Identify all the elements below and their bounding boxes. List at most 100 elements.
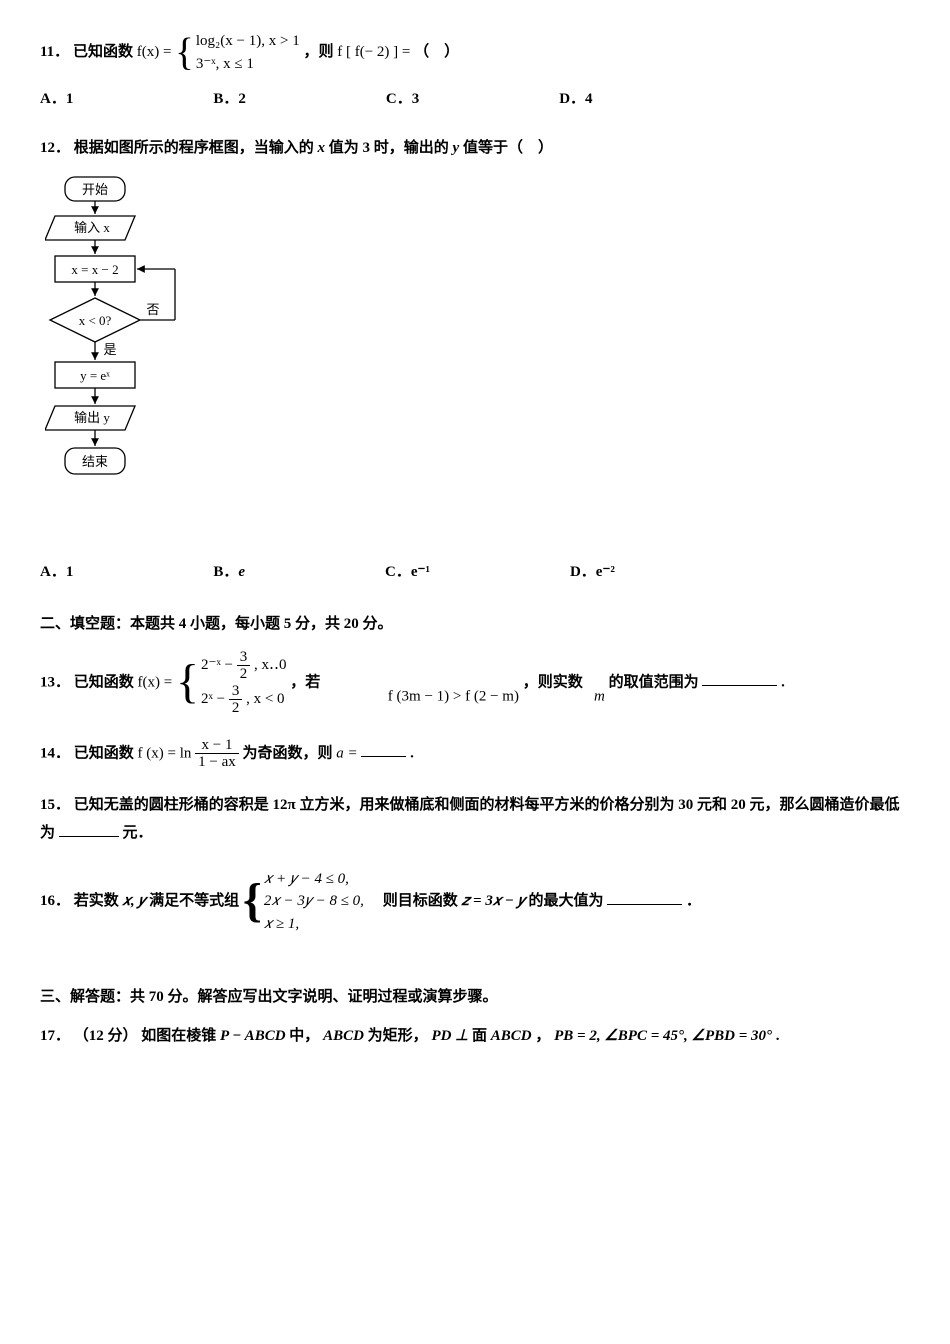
- q11-optD: D．4: [559, 85, 592, 114]
- q16-pre: 若实数: [74, 893, 119, 909]
- q13-pre: 已知函数: [74, 674, 134, 690]
- section-2-title: 二、填空题：本题共 4 小题，每小题 5 分，共 20 分。: [40, 610, 910, 639]
- q16-mid1: 满足不等式组: [149, 893, 239, 909]
- q12-text1: 根据如图所示的程序框图，当输入的: [74, 140, 314, 156]
- question-13: 13． 已知函数 f(x) = { 2⁻ˣ − 32 , x‥0 2ˣ − 32…: [40, 649, 910, 717]
- q16-sys2: 2𝑥 − 3𝑦 − 8 ≤ 0,: [264, 893, 364, 909]
- q12-optC: C．: [385, 564, 411, 580]
- q17-number: 17．: [40, 1028, 70, 1044]
- q11-number: 11．: [40, 44, 69, 60]
- q13-piecewise: { 2⁻ˣ − 32 , x‥0 2ˣ − 32 , x < 0: [176, 649, 287, 717]
- q13-c1num: 3: [237, 649, 251, 667]
- q13-blank: [702, 670, 777, 686]
- q15-blank: [59, 821, 119, 837]
- q13-case1a: 2⁻ˣ −: [201, 657, 233, 673]
- q17-score: （12 分）: [74, 1028, 138, 1044]
- question-16: 16． 若实数 𝑥, 𝑦 满足不等式组 { 𝑥 + 𝑦 − 4 ≤ 0, 2𝑥 …: [40, 868, 910, 936]
- q13-number: 13．: [40, 674, 70, 690]
- fc-start: 开始: [82, 182, 108, 197]
- q16-number: 16．: [40, 893, 70, 909]
- q14-period: .: [410, 745, 414, 761]
- q16-vars: 𝑥, 𝑦: [123, 893, 146, 909]
- fc-yes: 是: [103, 342, 116, 357]
- q12-optDv: e⁻²: [596, 564, 615, 580]
- q17-face: 面: [472, 1028, 487, 1044]
- question-11: 11． 已知函数 f(x) = { log₂(x − 1), x > 1 3⁻ˣ…: [40, 30, 910, 75]
- q14-frac: x − 1 1 − ax: [195, 737, 239, 771]
- fc-step1: x = x − 2: [71, 262, 118, 277]
- q17-abcd: ABCD: [323, 1028, 364, 1044]
- q12-xvar: x: [318, 140, 326, 156]
- q13-c2num: 3: [229, 683, 243, 701]
- q13-fx: f(x) =: [138, 674, 173, 690]
- q17-mid1: 中，: [289, 1028, 319, 1044]
- section-3-title: 三、解答题：共 70 分。解答应写出文字说明、证明过程或演算步骤。: [40, 983, 910, 1012]
- q14-fx: f (x) = ln: [138, 745, 192, 761]
- q17-pre: 如图在棱锥: [141, 1028, 216, 1044]
- q14-pre: 已知函数: [74, 745, 134, 761]
- q16-post: 的最大值为: [529, 893, 604, 909]
- q12-optCv: e⁻¹: [411, 564, 430, 580]
- q14-blank: [361, 741, 406, 757]
- fc-input: 输入 x: [74, 220, 110, 235]
- q17-perp: PD ⊥: [431, 1028, 468, 1044]
- q13-mvar: m: [594, 688, 605, 704]
- q17-mid2: 为矩形，: [368, 1028, 428, 1044]
- fc-no: 否: [146, 302, 159, 317]
- q11-case2: 3⁻ˣ, x ≤ 1: [196, 56, 254, 72]
- q17-comma: ，: [535, 1028, 550, 1044]
- fc-step2: y = eˣ: [80, 368, 110, 383]
- q12-text3: 值等于（ ）: [463, 140, 553, 156]
- q16-sys3: 𝑥 ≥ 1,: [264, 916, 299, 932]
- q16-sys1: 𝑥 + 𝑦 − 4 ≤ 0,: [264, 871, 349, 887]
- q14-num: x − 1: [195, 737, 239, 755]
- q13-case2c: , x < 0: [246, 691, 284, 707]
- q15-vol: 12π: [273, 797, 296, 813]
- q17-abcd2: ABCD: [491, 1028, 532, 1044]
- q16-mid2: 则目标函数: [383, 893, 458, 909]
- q12-number: 12．: [40, 140, 70, 156]
- q11-optA: A．1: [40, 85, 73, 114]
- fc-end: 结束: [82, 454, 108, 469]
- fc-output: 输出 y: [74, 410, 110, 425]
- q11-expr: f [ f(− 2) ] =: [337, 44, 410, 60]
- q11-options: A．1 B．2 C．3 D．4: [40, 85, 910, 114]
- q12-optB: B．: [213, 564, 238, 580]
- q11-case1: log₂(x − 1), x > 1: [196, 33, 300, 49]
- q13-mid: ，若: [290, 674, 320, 690]
- q17-vals: PB = 2, ∠BPC = 45°, ∠PBD = 30°: [554, 1028, 772, 1044]
- flowchart: 开始 输入 x x = x − 2 x < 0? 否 是 y = eˣ: [45, 172, 910, 543]
- q14-number: 14．: [40, 745, 70, 761]
- q15-number: 15．: [40, 797, 70, 813]
- q13-ineq: f (3m − 1) > f (2 − m): [388, 688, 519, 704]
- q12-optBv: e: [238, 564, 245, 580]
- q14-den: 1 − ax: [195, 754, 239, 771]
- q11-pre: 已知函数: [73, 44, 133, 60]
- q16-obj: 𝑧 = 3𝑥 − 𝑦: [461, 893, 524, 909]
- q16-period: ．: [686, 893, 701, 909]
- q12-text2: 值为 3 时，输出的: [329, 140, 449, 156]
- q11-piecewise: { log₂(x − 1), x > 1 3⁻ˣ, x ≤ 1: [175, 30, 300, 75]
- q12-options: A．1 B．e C．e⁻¹ D．e⁻²: [40, 558, 910, 587]
- q13-c2den: 2: [229, 700, 243, 717]
- q11-optB: B．2: [213, 85, 246, 114]
- q11-fx: f(x) =: [137, 44, 172, 60]
- q16-blank: [607, 889, 682, 905]
- q15-pre: 已知无盖的圆柱形桶的容积是: [74, 797, 269, 813]
- q14-mid: 为奇函数，则: [243, 745, 333, 761]
- q12-optD: D．: [570, 564, 596, 580]
- fc-cond: x < 0?: [79, 313, 112, 328]
- q15-unit: 元．: [123, 825, 153, 841]
- q11-paren: （ ）: [414, 44, 459, 60]
- question-12: 12． 根据如图所示的程序框图，当输入的 x 值为 3 时，输出的 y 值等于（…: [40, 134, 910, 163]
- question-17: 17． （12 分） 如图在棱锥 P − ABCD 中， ABCD 为矩形， P…: [40, 1022, 910, 1051]
- q13-case1c: , x‥0: [254, 657, 287, 673]
- q12-yvar: y: [453, 140, 460, 156]
- q13-c1den: 2: [237, 666, 251, 683]
- q16-system: { 𝑥 + 𝑦 − 4 ≤ 0, 2𝑥 − 3𝑦 − 8 ≤ 0, 𝑥 ≥ 1,: [243, 868, 364, 936]
- q13-post2: 的取值范围为: [609, 674, 699, 690]
- question-15: 15． 已知无盖的圆柱形桶的容积是 12π 立方米，用来做桶底和侧面的材料每平方…: [40, 791, 910, 848]
- q11-post: ，则: [303, 44, 333, 60]
- q14-avar: a =: [336, 745, 357, 761]
- question-14: 14． 已知函数 f (x) = ln x − 1 1 − ax 为奇函数，则 …: [40, 737, 910, 771]
